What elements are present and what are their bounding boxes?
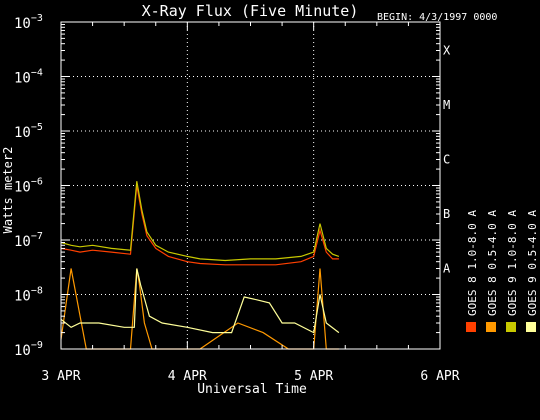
y-tick-label: 10−8 — [14, 286, 43, 305]
x-axis-label: Universal Time — [197, 382, 307, 397]
y-axis: 10−9 10−8 10−7 10−6 10−5 10−4 10−3 — [14, 13, 440, 359]
x-tick-label: 3 APR — [41, 369, 80, 384]
legend-swatch — [466, 322, 476, 332]
y-axis-label: Watts meter2 — [1, 147, 15, 234]
series-line — [60, 185, 339, 266]
flare-class-label: A — [443, 261, 451, 275]
legend-label: GOES 9 1.0-8.0 A — [506, 210, 519, 316]
legend-label: GOES 8 1.0-8.0 A — [466, 210, 479, 316]
flare-class-axis: A B C M X — [443, 43, 451, 275]
grid-layer — [61, 22, 440, 349]
flare-class-label: C — [443, 152, 450, 166]
series-layer — [60, 181, 340, 350]
legend-label: GOES 9 0.5-4.0 A — [526, 210, 539, 316]
series-line — [60, 268, 340, 334]
series-line — [60, 268, 339, 350]
series-line — [60, 181, 340, 262]
flare-class-label: M — [443, 98, 450, 112]
x-tick-label: 4 APR — [168, 369, 207, 384]
x-tick-label: 5 APR — [294, 369, 333, 384]
y-tick-label: 10−6 — [14, 177, 43, 196]
legend-swatch — [506, 322, 516, 332]
legend-swatch — [486, 322, 496, 332]
begin-label: BEGIN: 4/3/1997 0000 — [377, 12, 497, 23]
chart-title: X-Ray Flux (Five Minute) — [142, 2, 359, 20]
flare-class-label: B — [443, 207, 450, 221]
y-tick-label: 10−5 — [14, 122, 43, 141]
legend-label: GOES 8 0.5-4.0 A — [486, 210, 499, 316]
x-tick-label: 6 APR — [420, 369, 459, 384]
y-tick-label: 10−3 — [14, 13, 43, 32]
y-tick-label: 10−7 — [14, 231, 43, 250]
flare-class-label: X — [443, 43, 451, 57]
y-tick-label: 10−4 — [14, 68, 43, 87]
x-axis: 3 APR 4 APR 5 APR 6 APR — [41, 22, 460, 384]
legend-swatch — [526, 322, 536, 332]
y-tick-label: 10−9 — [14, 340, 43, 359]
legend: GOES 8 1.0-8.0 A GOES 8 0.5-4.0 A GOES 9 1… — [466, 210, 539, 332]
